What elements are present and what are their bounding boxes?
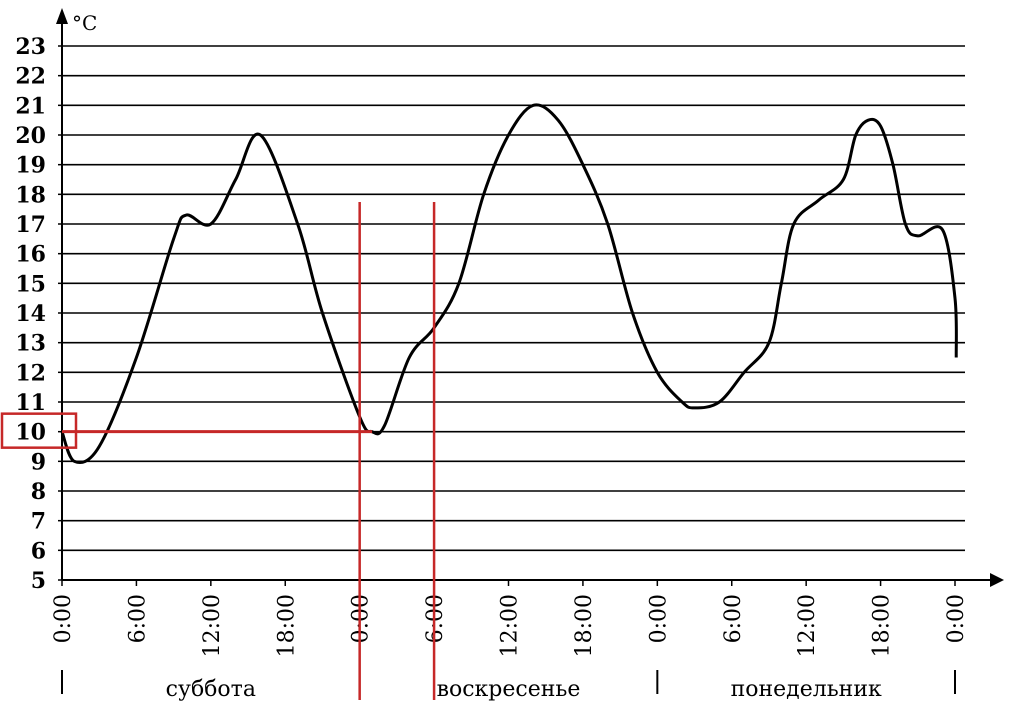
x-tick-label: 0:00: [944, 594, 969, 643]
x-tick-label: 0:00: [646, 594, 671, 643]
y-tick-label: 6: [31, 538, 46, 564]
y-unit-label: °C: [72, 11, 97, 35]
grid-lines: [62, 45, 965, 552]
day-label: понедельник: [731, 677, 882, 702]
series-group: [60, 103, 958, 464]
x-tick-label: 12:00: [498, 594, 523, 657]
x-tick-label: 18:00: [870, 594, 895, 657]
y-tick-label: 14: [15, 301, 46, 327]
y-tick-label: 18: [15, 182, 46, 208]
x-tick-label: 12:00: [795, 594, 820, 657]
y-tick-label: 17: [15, 212, 46, 238]
y-tick-label: 21: [15, 93, 46, 119]
y-tick-label: 9: [31, 449, 46, 475]
x-tick-label: 18:00: [274, 594, 299, 657]
x-axis-arrow: [990, 573, 1004, 587]
series-line: [60, 103, 958, 464]
y-tick-label: 15: [15, 271, 46, 297]
y-tick-label: 12: [15, 360, 46, 386]
x-tick-label: 0:00: [349, 594, 374, 643]
x-tick-label: 6:00: [721, 594, 746, 643]
y-tick-label: 22: [15, 64, 46, 90]
x-tick-label: 6:00: [125, 594, 150, 643]
y-tick-label: 19: [15, 153, 46, 179]
y-tick-label: 7: [31, 509, 46, 535]
x-tick-label: 12:00: [200, 594, 225, 657]
day-labels: суббота воскресенье понедельник: [61, 670, 956, 702]
x-tick-label: 6:00: [423, 594, 448, 643]
y-tick-labels: 5 6 7 8 9 10 11 12 13 14 15 16 17 18 19 20 21 22 23: [15, 34, 62, 594]
y-tick-label: 20: [15, 123, 46, 149]
day-label: воскресенье: [437, 677, 581, 702]
y-tick-label: 23: [15, 34, 46, 60]
annotations: [0, 202, 436, 700]
y-tick-label: 13: [15, 331, 46, 357]
day-label: суббота: [166, 677, 256, 702]
y-tick-label: 5: [31, 568, 46, 594]
x-tick-labels: 0:00 6:00 12:00 18:00 0:00 6:00 12:00 18:00 0:00…: [51, 580, 969, 657]
y-tick-label: 8: [31, 479, 46, 505]
y-tick-label: 11: [15, 390, 46, 416]
y-tick-label: 10: [15, 420, 46, 446]
x-tick-label: 0:00: [51, 594, 76, 643]
y-tick-label: 16: [15, 242, 46, 268]
x-tick-label: 18:00: [572, 594, 597, 657]
y-axis-arrow: [56, 8, 68, 24]
axes: [56, 8, 1004, 587]
